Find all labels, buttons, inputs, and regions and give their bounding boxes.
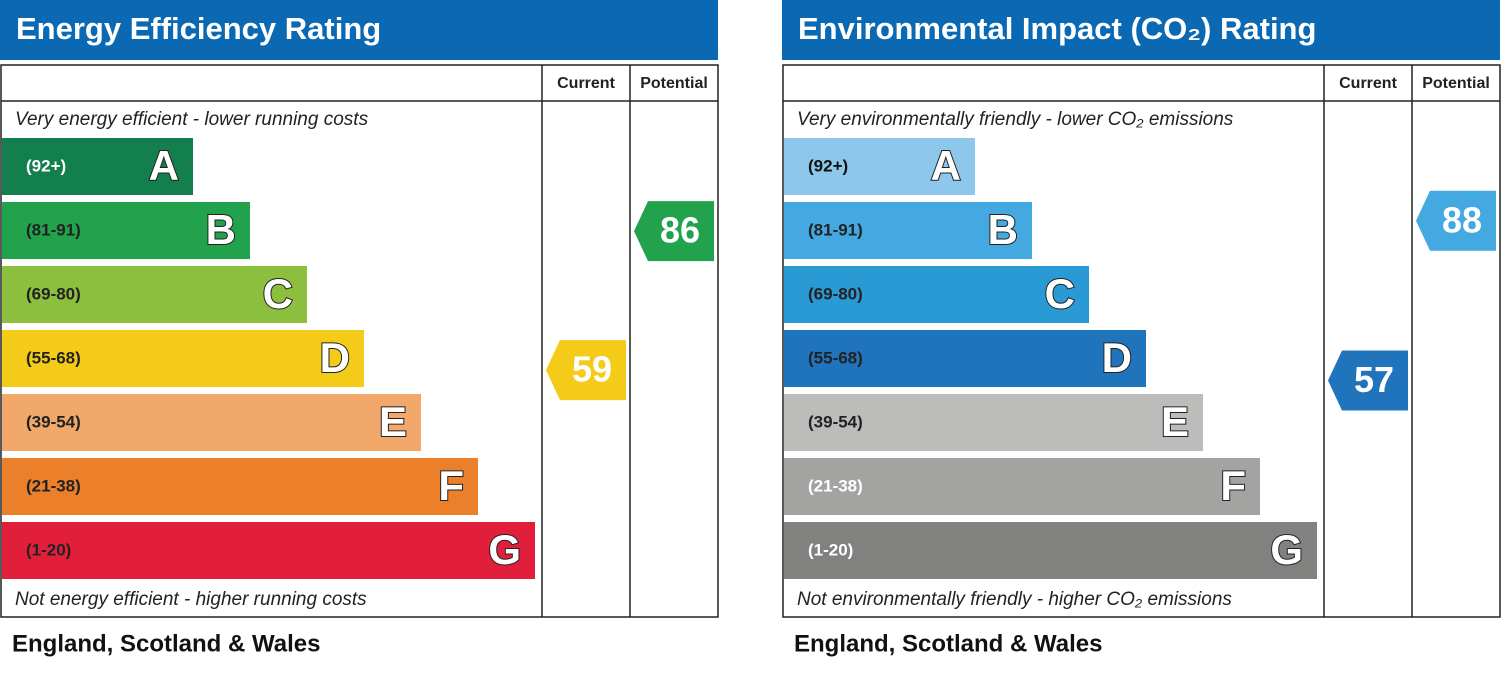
bottom-note: Not energy efficient - higher running co…	[15, 589, 367, 610]
band-bar	[784, 138, 975, 195]
band-bar	[2, 202, 250, 259]
panel-title: Energy Efficiency Rating	[16, 11, 381, 46]
panel-title: Environmental Impact (CO₂) Rating	[798, 11, 1316, 46]
band-range: (69-80)	[26, 284, 81, 303]
rating-value: 86	[660, 210, 700, 251]
region: England, Scotland & Wales	[794, 630, 1102, 657]
band-letter: D	[1102, 334, 1132, 381]
band-range: (1-20)	[26, 540, 71, 559]
rating-value: 59	[572, 349, 612, 390]
band-range: (81-91)	[808, 220, 863, 239]
band-range: (92+)	[26, 156, 66, 175]
band-bar	[2, 266, 307, 323]
band-bar	[784, 266, 1089, 323]
band-range: (92+)	[808, 156, 848, 175]
band-range: (21-38)	[26, 476, 81, 495]
rating-value: 88	[1442, 199, 1482, 240]
region: England, Scotland & Wales	[12, 630, 320, 657]
band-letter: E	[379, 398, 407, 445]
band-letter: D	[320, 334, 350, 381]
band-range: (81-91)	[26, 220, 81, 239]
rating-arrow	[546, 340, 626, 401]
band-bar	[784, 394, 1203, 451]
band-range: (39-54)	[26, 412, 81, 431]
band-letter: C	[263, 270, 293, 317]
band-bar	[784, 522, 1317, 579]
band-letter: A	[931, 142, 961, 189]
band-bar	[2, 330, 364, 387]
frame	[0, 64, 719, 618]
band-letter: F	[1220, 462, 1246, 509]
rating-value: 57	[1354, 359, 1394, 400]
band-letter: F	[438, 462, 464, 509]
band-range: (21-38)	[808, 476, 863, 495]
rating-arrow	[1416, 190, 1496, 251]
band-range: (39-54)	[808, 412, 863, 431]
band-range: (69-80)	[808, 284, 863, 303]
header-potential: Potential	[1422, 75, 1490, 92]
band-bar	[2, 138, 193, 195]
header-potential: Potential	[640, 75, 708, 92]
band-range: (55-68)	[808, 348, 863, 367]
title-bar	[782, 0, 1500, 60]
band-bar	[2, 394, 421, 451]
band-range: (1-20)	[808, 540, 853, 559]
header-current: Current	[557, 75, 615, 92]
band-bar	[2, 458, 478, 515]
title-bar	[0, 0, 718, 60]
band-letter: B	[988, 206, 1018, 253]
band-range: (55-68)	[26, 348, 81, 367]
header-current: Current	[1339, 75, 1397, 92]
band-bar	[2, 522, 535, 579]
frame	[782, 64, 1501, 618]
band-bar	[784, 202, 1032, 259]
band-letter: E	[1161, 398, 1189, 445]
band-letter: G	[488, 526, 521, 573]
top-note: Very environmentally friendly - lower CO…	[797, 109, 1234, 130]
bottom-note: Not environmentally friendly - higher CO…	[797, 589, 1232, 610]
rating-arrow	[1328, 350, 1408, 411]
band-letter: G	[1270, 526, 1303, 573]
band-letter: B	[206, 206, 236, 253]
band-letter: C	[1045, 270, 1075, 317]
rating-arrow	[634, 201, 714, 262]
band-bar	[784, 458, 1260, 515]
top-note: Very energy efficient - lower running co…	[15, 109, 369, 130]
band-letter: A	[149, 142, 179, 189]
band-bar	[784, 330, 1146, 387]
